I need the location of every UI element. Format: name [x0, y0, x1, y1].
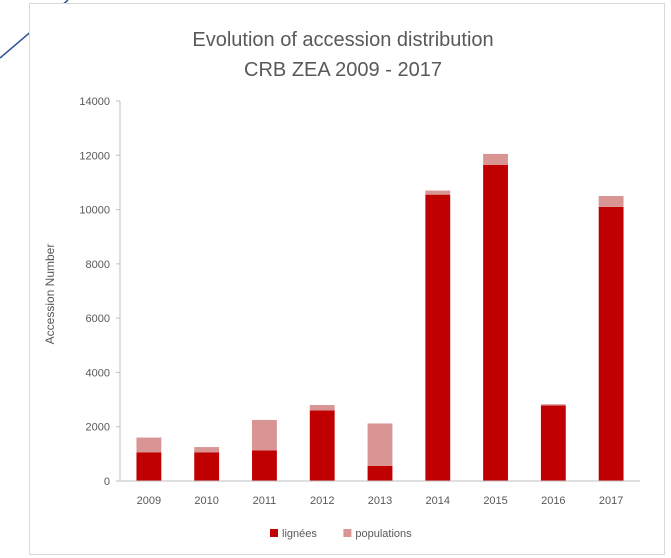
bar-populations-2011 — [252, 419, 277, 451]
y-tick-label: 12000 — [79, 150, 110, 162]
bar-populations-2015 — [483, 153, 508, 165]
x-tick-label: 2009 — [137, 495, 161, 507]
bar-lignees-2014 — [425, 194, 451, 481]
x-tick-label: 2017 — [599, 495, 623, 507]
bar-populations-2013 — [367, 423, 393, 466]
y-tick-label: 4000 — [86, 367, 110, 379]
legend-swatch-lignees — [270, 529, 278, 537]
bar-lignees-2016 — [540, 405, 566, 481]
chart-subtitle: CRB ZEA 2009 - 2017 — [244, 59, 442, 81]
bar-lignees-2013 — [367, 465, 393, 481]
bar-lignees-2010 — [194, 452, 220, 481]
stacked-bar-chart: Evolution of accession distribution CRB … — [43, 29, 640, 540]
bars — [136, 153, 624, 482]
x-axis-ticks: 2009 2010 2011 2012 2013 2014 2015 2016 2017 — [137, 495, 624, 507]
y-axis-label: Accession Number — [43, 244, 57, 345]
x-tick-label: 2010 — [194, 495, 218, 507]
legend-label-lignees: lignées — [282, 528, 317, 540]
legend: lignées populations — [270, 528, 412, 540]
y-tick-label: 14000 — [79, 96, 110, 108]
bar-populations-2016 — [540, 404, 566, 406]
bar-populations-2012 — [309, 405, 335, 411]
bar-lignees-2009 — [136, 452, 162, 481]
bar-lignees-2012 — [309, 410, 335, 481]
bar-populations-2009 — [136, 437, 162, 453]
x-tick-label: 2011 — [253, 495, 277, 507]
legend-label-populations: populations — [355, 528, 412, 540]
x-tick-label: 2013 — [368, 495, 392, 507]
y-axis-ticks: 0 2000 4000 6000 8000 10000 12000 14000 — [79, 96, 121, 488]
bar-lignees-2015 — [483, 164, 508, 482]
bar-lignees-2011 — [252, 450, 277, 481]
x-tick-label: 2016 — [541, 495, 565, 507]
chart-title: Evolution of accession distribution — [192, 29, 493, 51]
y-tick-label: 6000 — [86, 313, 110, 325]
y-tick-label: 0 — [104, 476, 110, 488]
chart-frame: Evolution of accession distribution CRB … — [29, 3, 665, 555]
bar-populations-2017 — [598, 196, 624, 207]
y-tick-label: 8000 — [86, 259, 110, 271]
y-tick-label: 2000 — [86, 422, 110, 434]
bar-populations-2010 — [194, 447, 220, 453]
y-tick-label: 10000 — [79, 205, 110, 217]
x-tick-label: 2015 — [483, 495, 507, 507]
x-tick-label: 2012 — [310, 495, 334, 507]
legend-swatch-populations — [343, 529, 352, 537]
bar-populations-2014 — [425, 190, 451, 195]
bar-lignees-2017 — [598, 206, 624, 481]
x-tick-label: 2014 — [426, 495, 450, 507]
